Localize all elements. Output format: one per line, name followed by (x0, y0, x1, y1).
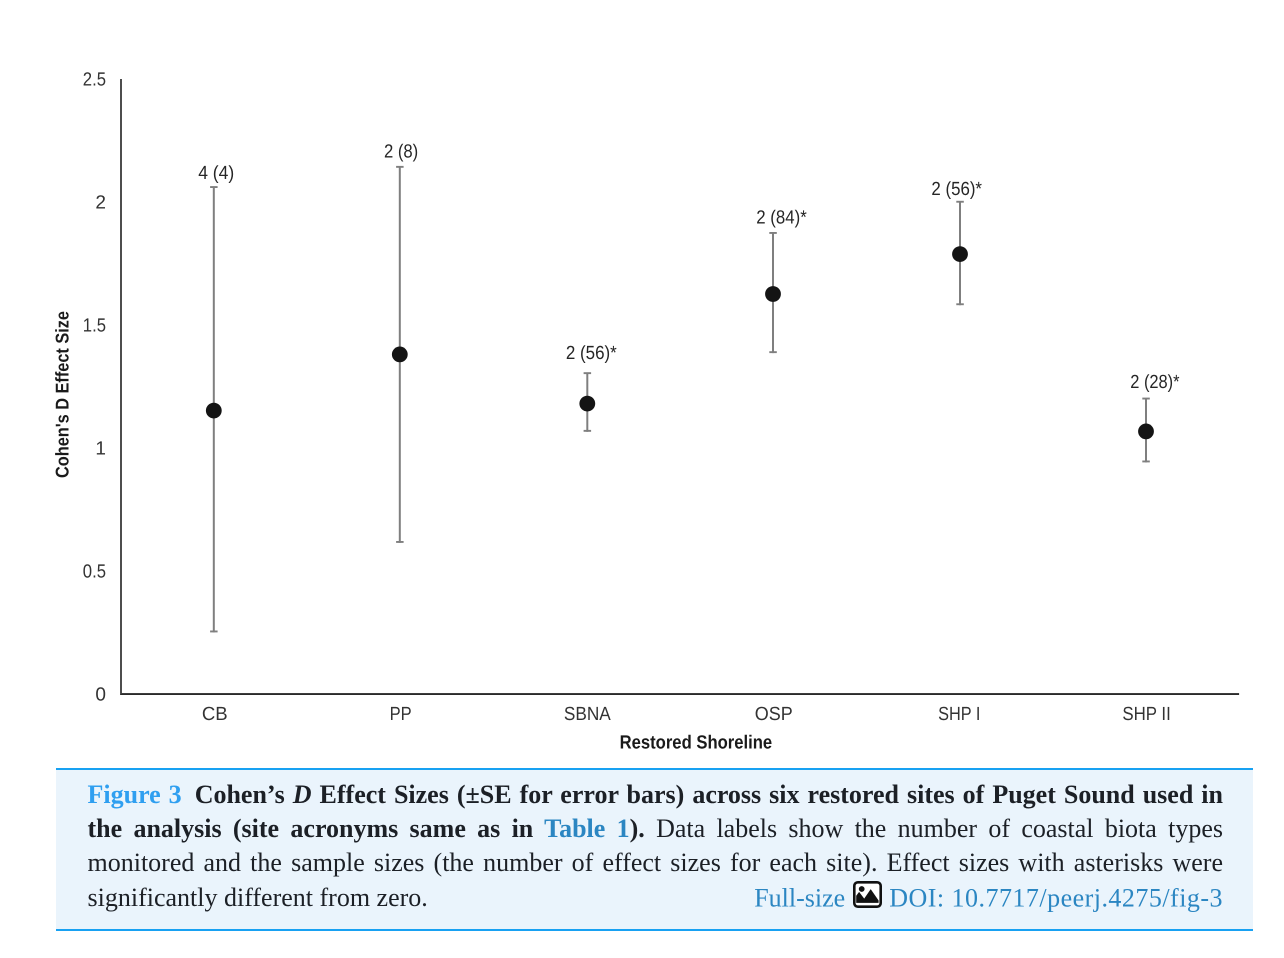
svg-text:2: 2 (95, 193, 106, 214)
svg-text:0.5: 0.5 (83, 562, 106, 583)
svg-text:PP: PP (390, 704, 412, 725)
svg-text:SBNA: SBNA (564, 704, 611, 725)
svg-text:2 (56)*: 2 (56)* (931, 179, 982, 200)
svg-text:4 (4): 4 (4) (198, 163, 234, 184)
svg-text:2.5: 2.5 (83, 70, 106, 91)
svg-text:1.5: 1.5 (83, 316, 106, 337)
svg-text:2 (8): 2 (8) (384, 142, 418, 163)
svg-text:0: 0 (95, 685, 106, 706)
svg-text:2 (84)*: 2 (84)* (756, 208, 807, 229)
svg-text:1: 1 (95, 439, 106, 460)
svg-text:SHP I: SHP I (938, 704, 980, 725)
svg-text:OSP: OSP (755, 704, 793, 725)
svg-text:Cohen's D Effect Size: Cohen's D Effect Size (52, 311, 73, 478)
svg-text:2 (28)*: 2 (28)* (1130, 372, 1180, 393)
svg-text:CB: CB (202, 704, 228, 725)
svg-text:SHP II: SHP II (1122, 704, 1170, 725)
svg-text:2 (56)*: 2 (56)* (566, 343, 617, 364)
svg-text:Restored Shoreline: Restored Shoreline (620, 732, 773, 753)
